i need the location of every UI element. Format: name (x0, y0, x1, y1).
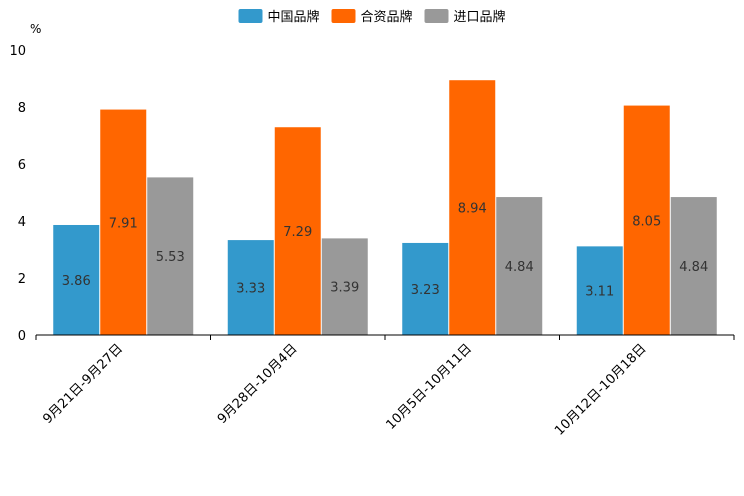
x-tick-label: 10月12日-10月18日 (552, 341, 649, 438)
bar (623, 105, 670, 335)
x-tick-label: 9月28日-10月4日 (215, 341, 301, 427)
bar (147, 177, 194, 335)
x-tick-label: 10月5日-10月11日 (383, 341, 475, 433)
bar (321, 238, 368, 335)
bar (227, 240, 274, 335)
y-tick-label: 2 (18, 272, 26, 287)
value-labels: 3.86 7.91 5.53 3.33 7.29 3.39 3.23 8.94 4.84 3.11… (62, 202, 708, 300)
y-tick-label: 4 (18, 215, 26, 230)
legend-label: 合资品牌 (361, 9, 413, 25)
legend-swatch (331, 9, 356, 23)
bar (274, 127, 321, 335)
y-tick-label: 0 (18, 329, 26, 344)
bar-value-label: 8.05 (632, 214, 661, 229)
bar-value-label: 7.91 (109, 216, 138, 231)
y-axis: 0 2 4 6 8 10 (9, 44, 26, 344)
bar-value-label: 4.84 (505, 260, 534, 275)
bar-value-label: 3.39 (330, 281, 359, 296)
x-tick-label: 9月21日-9月27日 (40, 341, 126, 427)
bars (53, 80, 717, 336)
bar-value-label: 5.53 (156, 250, 185, 265)
bar (576, 246, 623, 335)
bar-value-label: 3.33 (236, 282, 265, 297)
bar (100, 109, 147, 335)
legend-label: 进口品牌 (454, 9, 506, 25)
bar-value-label: 3.23 (411, 283, 440, 298)
y-axis-unit: % (30, 22, 41, 36)
bar (670, 197, 717, 335)
bar (449, 80, 496, 336)
legend-swatch (238, 9, 263, 23)
legend: 中国品牌 合资品牌 进口品牌 (238, 9, 506, 25)
bar-value-label: 3.86 (62, 274, 91, 289)
bar-value-label: 3.11 (585, 285, 614, 300)
x-axis: 9月21日-9月27日 9月28日-10月4日 10月5日-10月11日 10月12日… (35, 335, 735, 439)
bar-value-label: 4.84 (679, 260, 708, 275)
bar (53, 224, 100, 335)
y-tick-label: 6 (18, 158, 26, 173)
bar (402, 242, 449, 335)
y-tick-label: 8 (18, 101, 26, 116)
legend-swatch (424, 9, 449, 23)
legend-label: 中国品牌 (268, 9, 320, 25)
bar (496, 197, 543, 335)
bar-value-label: 8.94 (458, 202, 487, 217)
y-tick-label: 10 (9, 44, 26, 59)
bar-value-label: 7.29 (283, 225, 312, 240)
